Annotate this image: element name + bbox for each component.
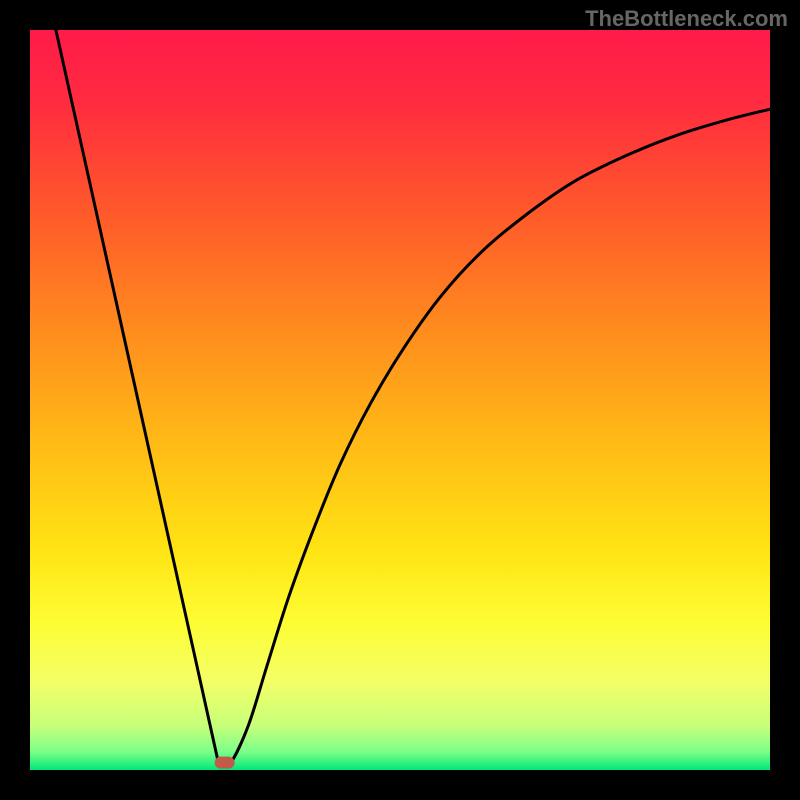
watermark-text: TheBottleneck.com [585,6,788,32]
optimal-point-marker [215,757,235,769]
chart-container: TheBottleneck.com [0,0,800,800]
bottleneck-chart [0,0,800,800]
